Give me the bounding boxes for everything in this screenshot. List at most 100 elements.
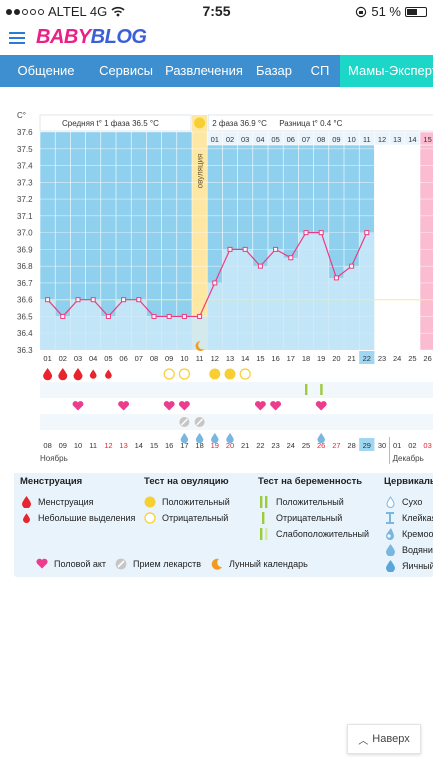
legend-pregnancy: Тест на беременность Положительный Отриц… — [258, 476, 369, 542]
chevron-up-icon: ︿ — [358, 735, 369, 747]
pregnancy-positive-icon — [258, 496, 270, 508]
top-day-cell — [419, 131, 433, 146]
temperature-point — [364, 230, 370, 236]
date-label: 11 — [89, 441, 97, 450]
nav-item-mamy-ekspert[interactable]: Мамы-Эксперт — [340, 55, 433, 87]
top-day-label: 07 — [302, 135, 310, 144]
phase2-label: 2 фаза 36.9 °C — [212, 119, 267, 128]
mucus-drop-icon — [180, 433, 189, 444]
ovulation-negative-icon — [178, 368, 190, 380]
cycle-day-label: 01 — [43, 354, 51, 363]
cycle-day-label: 04 — [89, 354, 97, 363]
top-day-label: 09 — [332, 135, 340, 144]
temperature-bar — [207, 282, 223, 350]
temperature-point — [166, 313, 172, 319]
cycle-day-label: 09 — [165, 354, 173, 363]
date-label: 30 — [378, 441, 386, 450]
heart-icon — [254, 401, 266, 411]
small-blood-drop-icon — [105, 369, 112, 379]
temperature-point — [288, 255, 294, 261]
creamy-drop-icon — [384, 528, 396, 540]
temperature-bar — [40, 299, 56, 350]
nav-item-sp[interactable]: СП — [310, 63, 330, 78]
date-label: 16 — [165, 441, 173, 450]
mucus-drop-icon — [211, 433, 219, 444]
date-label: 19 — [211, 441, 219, 450]
temperature-point — [45, 297, 51, 303]
temperature-bar — [55, 316, 71, 350]
top-day-label: 15 — [423, 135, 431, 144]
small-blood-drop-icon — [20, 512, 32, 524]
y-tick-label: 36.7 — [17, 279, 33, 288]
y-tick-label: 36.3 — [17, 346, 33, 355]
date-label: 03 — [423, 441, 431, 450]
cycle-day-label: 06 — [119, 354, 127, 363]
chart-legend: Менструация Менструация Небольшие выделе… — [14, 472, 433, 584]
temperature-point — [60, 313, 66, 319]
ovulation-label: овуляция — [196, 154, 205, 189]
date-label: 27 — [332, 441, 340, 450]
legend-intercourse-label: Половой акт — [54, 558, 107, 569]
temperature-point — [197, 313, 203, 319]
date-label: 08 — [43, 441, 51, 450]
top-day-label: 14 — [408, 135, 416, 144]
legend-cervical-5: Яичный — [402, 561, 433, 571]
pregnancy-test-icon — [320, 384, 323, 395]
y-tick-label: 37.3 — [17, 178, 33, 187]
temperature-point — [75, 297, 81, 303]
temperature-point — [349, 263, 355, 269]
logo-part-baby: BABY — [36, 26, 91, 48]
legend-cervical-3: Кремообр — [402, 529, 433, 539]
legend-ovulation-title: Тест на овуляцию — [144, 476, 229, 487]
nav-item-bazar[interactable]: Базар — [255, 63, 293, 78]
date-label: 21 — [241, 441, 249, 450]
cycle-day-label: 14 — [241, 354, 249, 363]
logo-part-blog: BLOG — [90, 26, 147, 48]
phase1-label: Средняя t° 1 фаза 36.5 °C — [62, 119, 159, 128]
date-label: 17 — [180, 441, 188, 450]
nav-item-servisy[interactable]: Сервисы — [99, 63, 153, 78]
marker-row — [40, 366, 433, 382]
sticky-icon — [384, 512, 396, 524]
legend-cervical-1: Сухо — [402, 497, 423, 507]
menu-icon[interactable] — [9, 32, 25, 44]
temperature-bar — [131, 299, 147, 350]
scroll-top-button[interactable]: ︿ Наверх — [347, 724, 421, 754]
moon-icon — [195, 341, 205, 351]
site-logo[interactable]: BABYBLOG — [36, 26, 147, 49]
y-tick-label: 36.6 — [17, 296, 33, 305]
ovulation-sun-icon — [194, 117, 206, 129]
pregnancy-test-icon — [305, 384, 308, 395]
ovulation-negative-icon — [144, 512, 156, 524]
legend-pregnancy-2: Отрицательный — [276, 513, 343, 523]
top-day-label: 03 — [241, 135, 249, 144]
mucus-drop-icon — [195, 433, 204, 444]
ovulation-negative-icon — [163, 368, 175, 380]
nav-item-razvlecheniya[interactable]: Развлечения — [165, 63, 243, 78]
cycle-day-label: 24 — [393, 354, 401, 363]
legend-pregnancy-1: Положительный — [276, 497, 344, 507]
legend-menses-2: Небольшие выделения — [38, 513, 136, 523]
scroll-top-label: Наверх — [372, 733, 410, 745]
wifi-icon — [111, 6, 125, 17]
diff-label: Разница t° 0.4 °C — [279, 119, 342, 128]
y-tick-label: 37.4 — [17, 162, 33, 171]
cycle-day-label: 02 — [59, 354, 67, 363]
heart-icon — [72, 401, 84, 411]
top-day-label: 04 — [256, 135, 264, 144]
mucus-drop-icon — [226, 433, 234, 444]
bbt-chart: 37.6 37.5 37.4 37.3 37.2 37.1 37.0 36.9 36.8 36.7… — [14, 101, 433, 473]
date-label: 15 — [150, 441, 158, 450]
legend-cervical-4: Водяни — [402, 545, 433, 555]
phase2-header-box — [207, 114, 433, 132]
small-blood-drop-icon — [89, 369, 97, 379]
cycle-day-label: 10 — [180, 354, 188, 363]
nav-item-obshchenie[interactable]: Общение — [17, 63, 75, 78]
legend-ovulation-2: Отрицательный — [162, 513, 229, 523]
cycle-day-label: 19 — [317, 354, 325, 363]
temperature-point — [121, 297, 127, 303]
y-tick-label: 36.5 — [17, 312, 33, 321]
heart-icon — [163, 401, 175, 411]
heart-icon — [270, 401, 282, 411]
cycle-day-label: 18 — [302, 354, 310, 363]
